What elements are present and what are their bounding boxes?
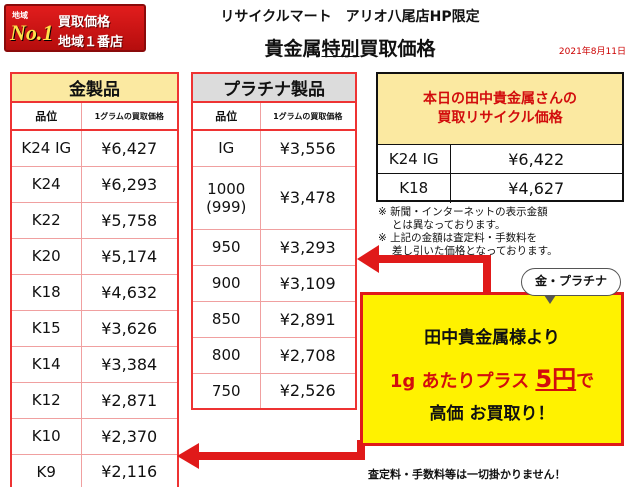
gold-col-price: 1グラムの買取価格 (81, 102, 178, 131)
price-cell: ¥6,293 (81, 166, 178, 203)
karat-cell: 900 (192, 265, 261, 302)
karat-cell: K22 (11, 202, 82, 239)
karat-cell: K14 (11, 346, 82, 383)
table-row: 750 ¥2,526 (192, 373, 356, 410)
table-row: K12 ¥2,871 (11, 382, 178, 419)
price-cell: ¥2,526 (260, 373, 356, 410)
title-post: 買取価格 (359, 38, 436, 60)
tanaka-box-heading: 本日の田中貴金属さんの 買取リサイクル価格 (378, 74, 622, 144)
notes: ※ 新聞・インターネットの表示金額 とは異なっております。 ※ 上記の金額は査定料… (378, 206, 558, 258)
price-cell: ¥3,293 (260, 229, 356, 266)
table-row: K24 IG ¥6,427 (11, 130, 178, 167)
badge-line2: 地域１番店 (58, 35, 124, 50)
karat-cell: 800 (192, 337, 261, 374)
price-cell: ¥3,384 (81, 346, 178, 383)
price-cell: ¥5,174 (81, 238, 178, 275)
table-row: K20 ¥5,174 (11, 238, 178, 275)
footer-note: 査定料・手数料等は一切掛かりません！ (368, 468, 566, 481)
price-cell: ¥5,758 (81, 202, 178, 239)
price-cell: ¥3,478 (260, 166, 356, 230)
karat-cell: K12 (11, 382, 82, 419)
table-row: 950 ¥3,293 (192, 229, 356, 266)
karat-cell: K24 (11, 166, 82, 203)
arrow-left-bottom-icon (177, 440, 365, 469)
platinum-col-karat: 品位 (192, 102, 261, 131)
table-row: K24 IG ¥6,422 (378, 144, 622, 174)
gold-table-title: 金製品 (11, 73, 178, 103)
arrow-left-icon (357, 245, 491, 295)
price-cell: ¥3,109 (260, 265, 356, 302)
karat-cell: K10 (11, 418, 82, 455)
price-cell: ¥4,627 (450, 173, 622, 203)
table-row: K22 ¥5,758 (11, 202, 178, 239)
platinum-col-price: 1グラムの買取価格 (260, 102, 356, 131)
karat-cell: K20 (11, 238, 82, 275)
promo-box: 田中貴金属様より 1g あたりプラス 5円で 高価 お買取り！ (360, 292, 624, 446)
page-title: 貴金属特別買取価格 (0, 34, 640, 61)
title-pre: 貴金属 (264, 38, 322, 60)
table-row: K14 ¥3,384 (11, 346, 178, 383)
table-row: 900 ¥3,109 (192, 265, 356, 302)
gold-col-karat: 品位 (11, 102, 82, 131)
table-row: K9 ¥2,116 (11, 454, 178, 487)
note-2: ※ 上記の金額は査定料・手数料を 差し引いた価格となっております。 (378, 232, 558, 257)
promo-line1: 田中貴金属様より (424, 328, 560, 348)
price-cell: ¥6,422 (450, 144, 622, 174)
karat-cell: K24 IG (11, 130, 82, 167)
karat-cell: 750 (192, 373, 261, 410)
price-cell: ¥4,632 (81, 274, 178, 311)
no1-badge: 地域 No.1 買取価格 地域１番店 (4, 4, 146, 52)
gold-column-header: 品位 1グラムの買取価格 (11, 102, 178, 131)
table-row: K15 ¥3,626 (11, 310, 178, 347)
price-cell: ¥2,116 (81, 454, 178, 487)
tanaka-price-box: 本日の田中貴金属さんの 買取リサイクル価格 K24 IG ¥6,422 K18 ¥4,… (376, 72, 624, 203)
table-row: K18 ¥4,627 (378, 173, 622, 203)
price-cell: ¥3,626 (81, 310, 178, 347)
promo-plus-amount: 5円 (535, 365, 577, 393)
karat-secondary: (999) (206, 197, 247, 216)
platinum-table-title: プラチナ製品 (192, 73, 356, 103)
karat-cell: 950 (192, 229, 261, 266)
table-row: K10 ¥2,370 (11, 418, 178, 455)
table-row: IG ¥3,556 (192, 130, 356, 167)
karat-cell: K18 (11, 274, 82, 311)
promo-line2-c: で (576, 371, 595, 392)
badge-no1: No.1 (10, 20, 54, 45)
store-name: リサイクルマート アリオ八尾店HP限定 (220, 9, 480, 25)
platinum-price-table: プラチナ製品 品位 1グラムの買取価格 IG ¥3,556 1000 (999) ¥… (191, 72, 357, 410)
karat-cell: K9 (11, 454, 82, 487)
price-cell: ¥2,891 (260, 301, 356, 338)
table-row: 1000 (999) ¥3,478 (192, 166, 356, 230)
promo-line2-a: 1g あたりプラス (389, 371, 536, 392)
price-cell: ¥6,427 (81, 130, 178, 167)
badge-line1: 買取価格 (58, 15, 111, 30)
table-row: 850 ¥2,891 (192, 301, 356, 338)
tanaka-heading-line2: 買取リサイクル価格 (437, 110, 563, 126)
title-emphasis: 特別 (321, 38, 360, 60)
price-cell: ¥2,708 (260, 337, 356, 374)
price-cell: ¥2,871 (81, 382, 178, 419)
karat-cell: IG (192, 130, 261, 167)
price-cell: ¥3,556 (260, 130, 356, 167)
price-cell: ¥2,370 (81, 418, 178, 455)
karat-cell: 1000 (999) (192, 166, 261, 230)
karat-cell: 850 (192, 301, 261, 338)
table-row: K24 ¥6,293 (11, 166, 178, 203)
karat-cell: K15 (11, 310, 82, 347)
gold-platinum-bubble: 金・プラチナ (521, 268, 621, 304)
karat-cell: K18 (378, 173, 451, 203)
promo-line3: 高価 お買取り！ (429, 404, 555, 424)
note-1: ※ 新聞・インターネットの表示金額 とは異なっております。 (378, 206, 548, 231)
karat-primary: 1000 (207, 179, 246, 198)
tanaka-price-table: K24 IG ¥6,422 K18 ¥4,627 (378, 144, 622, 203)
badge-small-label: 地域 (12, 11, 28, 20)
table-row: K18 ¥4,632 (11, 274, 178, 311)
promo-line2: 1g あたりプラス 5円で (363, 359, 621, 394)
platinum-column-header: 品位 1グラムの買取価格 (192, 102, 356, 131)
karat-cell: K24 IG (378, 144, 451, 174)
date-label: 2021年8月11日 (558, 47, 626, 57)
table-row: 800 ¥2,708 (192, 337, 356, 374)
tanaka-heading-line1: 本日の田中貴金属さんの (423, 91, 577, 107)
gold-price-table: 金製品 品位 1グラムの買取価格 K24 IG ¥6,427 K24 ¥6,293 … (10, 72, 179, 487)
